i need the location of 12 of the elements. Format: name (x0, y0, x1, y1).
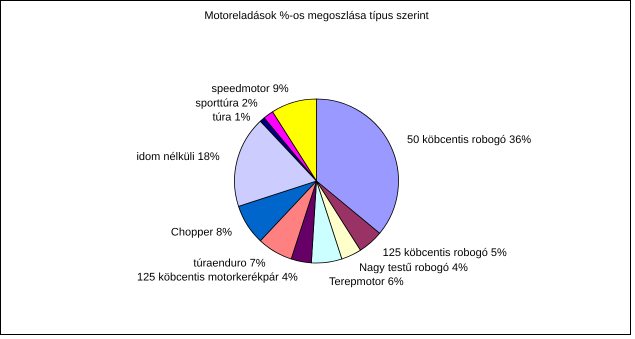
chart-title: Motoreladások %-os megoszlása típus szerint (204, 10, 429, 22)
slice-label: 50 köbcentis robogó 36% (406, 134, 532, 146)
slice-label: 125 köbcentis robogó 5% (382, 247, 507, 260)
slice-label: speedmotor 9% (212, 82, 289, 95)
slice-label: Nagy testű robogó 4% (359, 262, 468, 274)
slice-label: túraenduro 7% (193, 258, 266, 270)
slice-label: Chopper 8% (170, 226, 232, 238)
slice-label: Terepmotor 6% (329, 276, 404, 288)
slice-label: túra 1% (212, 111, 251, 124)
slice-label: 125 köbcentis motorkerékpár 4% (136, 272, 298, 284)
slice-label: idom nélküli 18% (136, 151, 220, 164)
slice-label: sporttúra 2% (195, 97, 258, 110)
